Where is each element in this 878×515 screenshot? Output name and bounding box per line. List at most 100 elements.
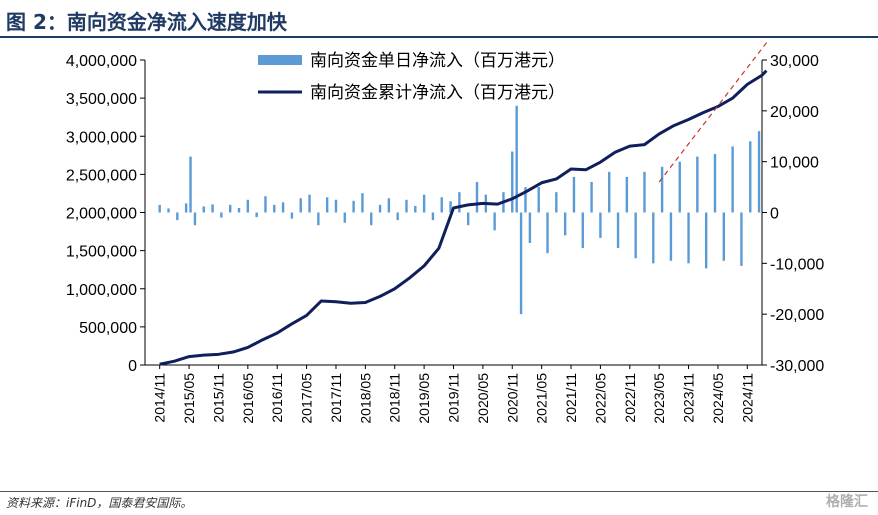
cumulative-flow-line-layer [159,40,769,366]
x-tick-label: 2020/11 [504,373,520,423]
left-y-tick-label: 0 [128,358,137,375]
x-tick-label: 2018/05 [357,373,373,424]
x-tick-label: 2014/11 [152,373,168,423]
daily-flow-bar [370,212,373,226]
daily-flow-bar [237,207,241,213]
daily-flow-bar [229,204,232,213]
x-tick-label: 2017/11 [328,373,344,423]
x-tick-label: 2017/05 [299,373,315,424]
left-y-tick-label: 1,000,000 [66,282,137,299]
daily-flow-bar [511,151,514,213]
left-y-tick-label: 3,000,000 [66,129,137,146]
daily-flow-bar [563,212,567,236]
chart-title: 图 2：南向资金净流入速度加快 [6,10,287,34]
x-tick-label: 2023/05 [651,373,667,424]
daily-flow-bar [696,156,699,213]
left-y-tick-label: 2,500,000 [66,167,137,184]
daily-flow-bar [590,182,593,213]
legend-label-daily: 南向资金单日净流入（百万港元） [310,51,565,71]
daily-flow-bar [524,187,527,213]
right-y-tick-label: -30,000 [770,358,824,375]
daily-flow-bar [515,105,518,213]
x-tick-label: 2016/05 [240,373,256,424]
daily-flow-bar [572,176,576,213]
chart-axes: 0 500,000 1,000,000 1,500,000 2,000,000 2,500… [66,53,825,424]
daily-flow-bar [731,146,734,213]
legend-swatch-daily [258,55,302,65]
daily-flow-bar [599,212,602,238]
left-y-tick-label: 2,000,000 [66,206,137,223]
daily-flow-bar [493,212,496,231]
left-y-tick-label: 1,500,000 [66,244,137,261]
daily-flow-bars [158,105,761,315]
x-tick-label: 2022/11 [622,373,638,423]
legend-label-cumulative: 南向资金累计净流入（百万港元） [310,83,565,103]
daily-flow-bar [440,197,443,213]
daily-flow-bar [405,199,408,213]
daily-flow-bar [167,208,170,213]
daily-flow-bar [422,194,426,213]
daily-flow-bar [352,200,355,213]
daily-flow-bar [704,212,708,269]
right-y-tick-label: 30,000 [770,53,819,70]
daily-flow-bar [466,212,470,226]
daily-flow-bar [458,192,461,213]
daily-flow-bar [749,141,752,213]
daily-flow-bar [757,131,761,213]
daily-flow-bar [264,196,267,213]
trend-line [658,40,769,183]
daily-flow-bar [220,212,223,218]
daily-flow-bar [246,199,250,213]
daily-flow-bar [431,212,435,221]
daily-flow-bar [669,212,673,261]
daily-flow-bar [334,199,338,213]
x-tick-label: 2015/11 [210,373,226,423]
daily-flow-bar [158,204,161,213]
daily-flow-bar [713,154,717,213]
right-y-tick-label: 10,000 [770,155,819,172]
source-divider [0,491,878,492]
daily-flow-bar [308,194,311,213]
daily-flow-bar [652,212,655,264]
daily-flow-bar [378,204,382,213]
daily-flow-bar [475,182,479,213]
x-tick-label: 2018/11 [387,373,403,423]
daily-flow-bar [555,192,558,213]
daily-flow-bar [687,212,690,264]
daily-flow-bar [528,212,532,243]
left-y-tick-label: 3,500,000 [66,91,137,108]
daily-flow-bar [608,171,611,213]
daily-flow-bar [722,212,726,261]
x-tick-label: 2021/11 [563,373,579,423]
x-tick-label: 2021/05 [534,373,550,424]
left-y-tick-label: 500,000 [79,320,137,337]
right-y-tick-label: -10,000 [770,256,824,273]
daily-flow-bar [273,204,276,213]
daily-flow-bar [519,212,523,315]
daily-flow-bar [202,206,205,213]
daily-flow-bar [387,198,391,213]
daily-flow-bar [660,166,664,213]
x-tick-label: 2019/11 [446,373,462,423]
daily-flow-bar [184,203,188,213]
watermark-logo: 格隆汇 [826,494,868,510]
x-tick-label: 2019/05 [416,373,432,424]
daily-flow-bar [634,212,637,259]
daily-flow-bar [299,198,302,213]
daily-flow-bar [396,212,399,221]
daily-flow-bar [325,197,329,213]
daily-flow-bar [211,204,214,213]
x-tick-label: 2015/05 [181,373,197,424]
daily-flow-bar [176,212,179,221]
source-note: 资料来源：iFinD，国泰君安国际。 [6,496,193,510]
cumulative-flow-line [159,69,768,366]
daily-flow-bar [625,176,629,213]
daily-flow-bar [193,212,197,226]
left-y-tick-label: 4,000,000 [66,53,137,70]
x-tick-label: 2022/05 [592,373,608,424]
daily-flow-bar [255,212,258,218]
daily-flow-bar [616,212,620,249]
daily-flow-bar [643,171,646,213]
right-y-tick-label: -20,000 [770,307,824,324]
